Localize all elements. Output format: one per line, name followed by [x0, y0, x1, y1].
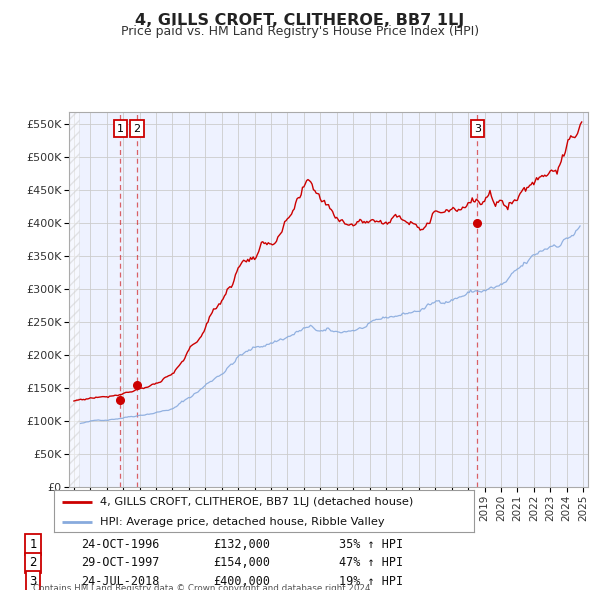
Text: 24-JUL-2018: 24-JUL-2018	[81, 575, 160, 588]
Text: 19% ↑ HPI: 19% ↑ HPI	[339, 575, 403, 588]
Text: 4, GILLS CROFT, CLITHEROE, BB7 1LJ (detached house): 4, GILLS CROFT, CLITHEROE, BB7 1LJ (deta…	[100, 497, 413, 507]
Text: 24-OCT-1996: 24-OCT-1996	[81, 538, 160, 551]
Text: 2: 2	[133, 123, 140, 133]
Text: £400,000: £400,000	[213, 575, 270, 588]
Text: 4, GILLS CROFT, CLITHEROE, BB7 1LJ: 4, GILLS CROFT, CLITHEROE, BB7 1LJ	[136, 13, 464, 28]
Text: 3: 3	[29, 575, 37, 588]
Text: 35% ↑ HPI: 35% ↑ HPI	[339, 538, 403, 551]
Text: £154,000: £154,000	[213, 556, 270, 569]
Text: 29-OCT-1997: 29-OCT-1997	[81, 556, 160, 569]
Text: £132,000: £132,000	[213, 538, 270, 551]
Text: 1: 1	[117, 123, 124, 133]
Text: Contains HM Land Registry data © Crown copyright and database right 2024.: Contains HM Land Registry data © Crown c…	[33, 584, 373, 590]
Text: 47% ↑ HPI: 47% ↑ HPI	[339, 556, 403, 569]
Text: 1: 1	[29, 538, 37, 551]
Text: 3: 3	[474, 123, 481, 133]
Text: Price paid vs. HM Land Registry's House Price Index (HPI): Price paid vs. HM Land Registry's House …	[121, 25, 479, 38]
Text: HPI: Average price, detached house, Ribble Valley: HPI: Average price, detached house, Ribb…	[100, 517, 385, 526]
Text: 2: 2	[29, 556, 37, 569]
